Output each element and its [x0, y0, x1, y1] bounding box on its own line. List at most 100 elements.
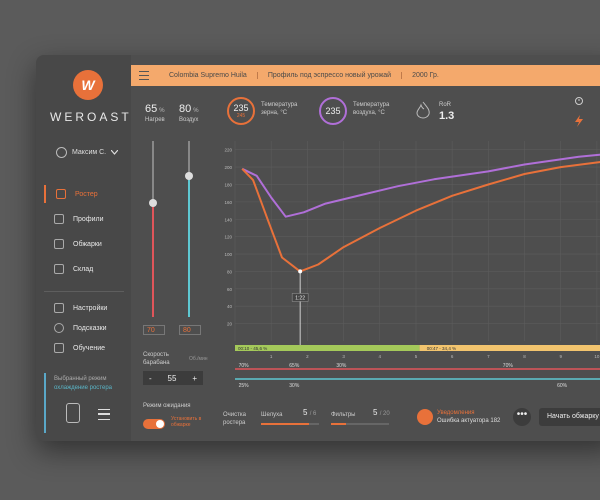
air-temp-value: 235: [325, 106, 341, 116]
start-roast-button[interactable]: Начать обжарку: [539, 408, 600, 426]
y-tick-label: 60: [227, 287, 233, 292]
series-line: [241, 161, 600, 273]
roast-header-bar: Colombia Supremo Huila Профиль под эспре…: [131, 65, 600, 86]
air-row-value: 25%: [239, 383, 250, 389]
sidebar-item-label: Ростер: [75, 190, 98, 198]
air-slider-track: [188, 176, 190, 317]
drum-speed-stepper[interactable]: - 55 +: [143, 371, 203, 385]
chart-icon: [54, 214, 64, 224]
sidebar-item-settings[interactable]: Настройки: [44, 299, 131, 317]
app-window: W WEROAST Максим С. Ростер Профили Обжар…: [36, 55, 600, 441]
husk-max: / 6: [309, 411, 317, 417]
chevron-down-icon: [111, 150, 119, 155]
sidebar-item-tips[interactable]: Подсказки: [44, 319, 131, 337]
mode-label: Выбранный режим: [54, 376, 107, 382]
heat-row-value: 65%: [289, 363, 300, 369]
x-tick-label: 5: [415, 354, 418, 359]
y-tick-label: 200: [224, 165, 232, 170]
air-unit: %: [193, 108, 199, 114]
air-temp-label: Температура воздуха, °С: [353, 102, 390, 116]
x-tick-label: 10: [594, 354, 600, 359]
profile-name[interactable]: Профиль под эспрессо новый урожай: [258, 72, 403, 79]
x-tick-label: 6: [451, 354, 454, 359]
air-slider-input[interactable]: 80: [179, 325, 201, 335]
phase-bar-green: [235, 345, 420, 351]
sidebar-item-warehouse[interactable]: Склад: [44, 260, 131, 278]
decrement-button[interactable]: -: [149, 373, 152, 383]
selected-mode-panel: Выбранный режим охлаждение ростера: [44, 373, 126, 433]
x-tick-label: 4: [379, 354, 382, 359]
heat-value: 65: [145, 103, 158, 115]
y-tick-label: 160: [224, 200, 232, 205]
flame-icon: [416, 101, 430, 119]
drum-speed-label: Скорость барабана: [143, 352, 170, 366]
user-menu[interactable]: Максим С.: [56, 147, 119, 158]
heat-slider-handle[interactable]: [149, 198, 157, 207]
filter-max: / 20: [379, 411, 390, 417]
roast-curve-svg: 220 200 180 160 140 120 100 80 60 40 20 1:22 00:10 -…: [224, 141, 600, 389]
filter-value: 5 / 20: [373, 409, 390, 418]
standby-label: Режим ожидания: [143, 403, 191, 409]
heat-label: Нагрев: [145, 117, 165, 123]
y-tick-label: 180: [224, 182, 232, 187]
sidebar: W WEROAST Максим С. Ростер Профили Обжар…: [36, 55, 131, 441]
filter-label: Фильтры: [331, 412, 356, 418]
brand-name: WEROAST: [50, 110, 132, 124]
sidebar-item-label: Подсказки: [73, 324, 107, 332]
y-tick-label: 220: [224, 148, 232, 153]
lightbulb-icon: [54, 323, 64, 333]
time-marker-label: 1:22: [295, 295, 305, 301]
bean-temp-value: 235: [233, 103, 249, 113]
air-label: Воздух: [179, 117, 199, 123]
heat-unit: %: [159, 108, 165, 114]
batch-weight[interactable]: 2000 Гр.: [412, 72, 439, 79]
user-icon: [56, 147, 67, 158]
list-icon: [54, 239, 64, 249]
drum-speed-unit: Об./мин: [189, 356, 208, 362]
ror-value: 1.3: [439, 110, 455, 122]
air-temp-gauge: 235: [319, 97, 347, 125]
standby-toggle[interactable]: [143, 419, 165, 429]
air-row-value: 30%: [289, 383, 300, 389]
controls-column: 70 80 Скорость барабана Об./мин - 55 + Р…: [131, 135, 221, 435]
series-line: [241, 153, 600, 218]
sidebar-item-label: Склад: [73, 265, 94, 273]
x-tick-label: 1: [270, 354, 273, 359]
roaster-icon: [56, 189, 66, 199]
husk-progress-fill: [261, 423, 310, 425]
heat-slider-input[interactable]: 70: [143, 325, 165, 335]
menu-icon[interactable]: [98, 409, 110, 420]
air-percent: 80%: [179, 103, 199, 115]
sidebar-item-learning[interactable]: Обучение: [44, 339, 131, 357]
more-button[interactable]: •••: [513, 408, 531, 426]
coffee-name[interactable]: Colombia Supremo Huila: [159, 72, 258, 79]
roast-chart: 220 200 180 160 140 120 100 80 60 40 20 1:22 00:10 -…: [221, 135, 600, 435]
timer-icon: [575, 97, 583, 105]
bean-temp-label: Температура зерна, °С: [261, 102, 298, 116]
air-row-value: 60%: [557, 383, 568, 389]
notification-title: Уведомления: [437, 410, 475, 416]
husk-progress-track: [261, 423, 319, 425]
hamburger-icon[interactable]: [139, 71, 149, 80]
heat-row-value: 70%: [239, 363, 250, 369]
bean-temp-sub: 245: [236, 113, 246, 119]
sidebar-item-label: Профили: [73, 215, 104, 223]
sidebar-item-roaster[interactable]: Ростер: [44, 185, 133, 203]
phase-1-label: 00:10 - 45,6 %: [238, 346, 267, 351]
cleaning-label: Очистка ростера: [223, 412, 246, 426]
filter-count: 5: [373, 408, 378, 417]
warehouse-icon: [54, 264, 64, 274]
phase-2-label: 00:47 - 34,4 %: [427, 346, 456, 351]
time-marker-box: [291, 293, 309, 302]
increment-button[interactable]: +: [192, 373, 197, 383]
notification-icon[interactable]: [417, 409, 433, 425]
y-tick-label: 40: [227, 304, 233, 309]
air-slider-handle[interactable]: [185, 172, 193, 181]
sidebar-item-profiles[interactable]: Профили: [44, 210, 131, 228]
lightning-icon: [575, 115, 583, 127]
bean-temp-gauge: 235 245: [227, 97, 255, 125]
sidebar-item-roasts[interactable]: Обжарки: [44, 235, 131, 253]
heat-percent: 65%: [145, 103, 165, 115]
husk-value: 5 / 6: [303, 409, 316, 418]
time-marker-point: [298, 269, 303, 274]
